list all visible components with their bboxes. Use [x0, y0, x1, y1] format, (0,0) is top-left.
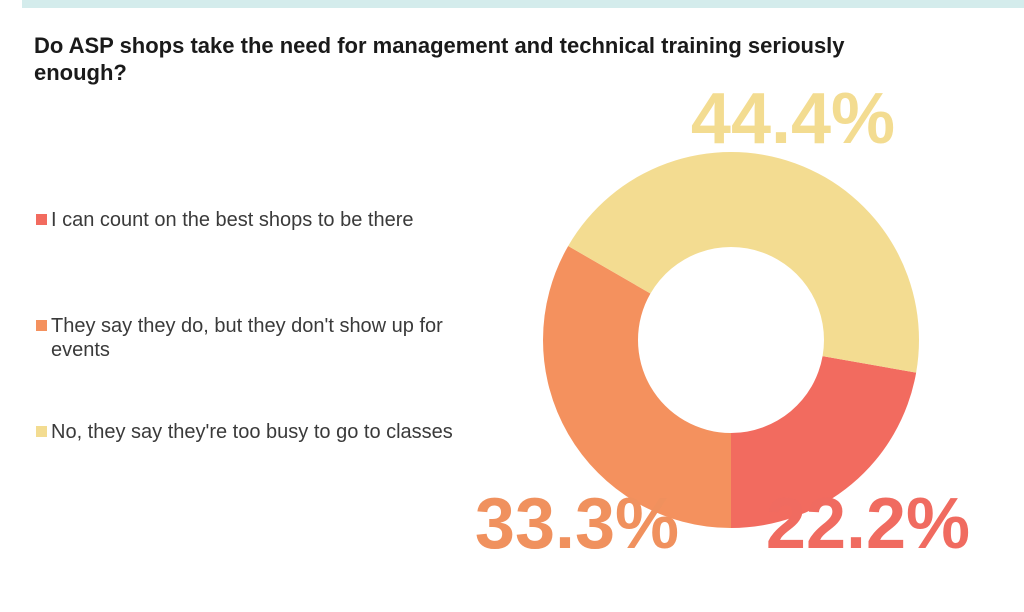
slice-too-busy: [568, 151, 920, 373]
top-accent-band: [22, 0, 1024, 8]
slice-no-show: [542, 246, 731, 528]
slice-best-shops: [731, 356, 917, 528]
legend-item-best-shops: I can count on the best shops to be ther…: [36, 208, 516, 232]
legend-swatch: [36, 426, 47, 437]
label-22-2: 22.2%: [766, 484, 970, 564]
legend-swatch: [36, 214, 47, 225]
donut-slices: [542, 151, 920, 528]
chart-title: Do ASP shops take the need for managemen…: [34, 33, 845, 85]
legend-item-no-show: They say they do, but they don't show up…: [36, 314, 486, 362]
value-labels: 22.2% 33.3% 44.4%: [475, 79, 970, 564]
legend-label: I can count on the best shops to be ther…: [51, 209, 414, 231]
label-44-4: 44.4%: [691, 79, 895, 159]
legend-swatch: [36, 320, 47, 331]
legend-item-too-busy: No, they say they're too busy to go to c…: [36, 420, 476, 444]
legend-label: They say they do, but they don't show up…: [51, 315, 443, 361]
label-33-3: 33.3%: [475, 484, 679, 564]
legend-label: No, they say they're too busy to go to c…: [51, 421, 453, 443]
